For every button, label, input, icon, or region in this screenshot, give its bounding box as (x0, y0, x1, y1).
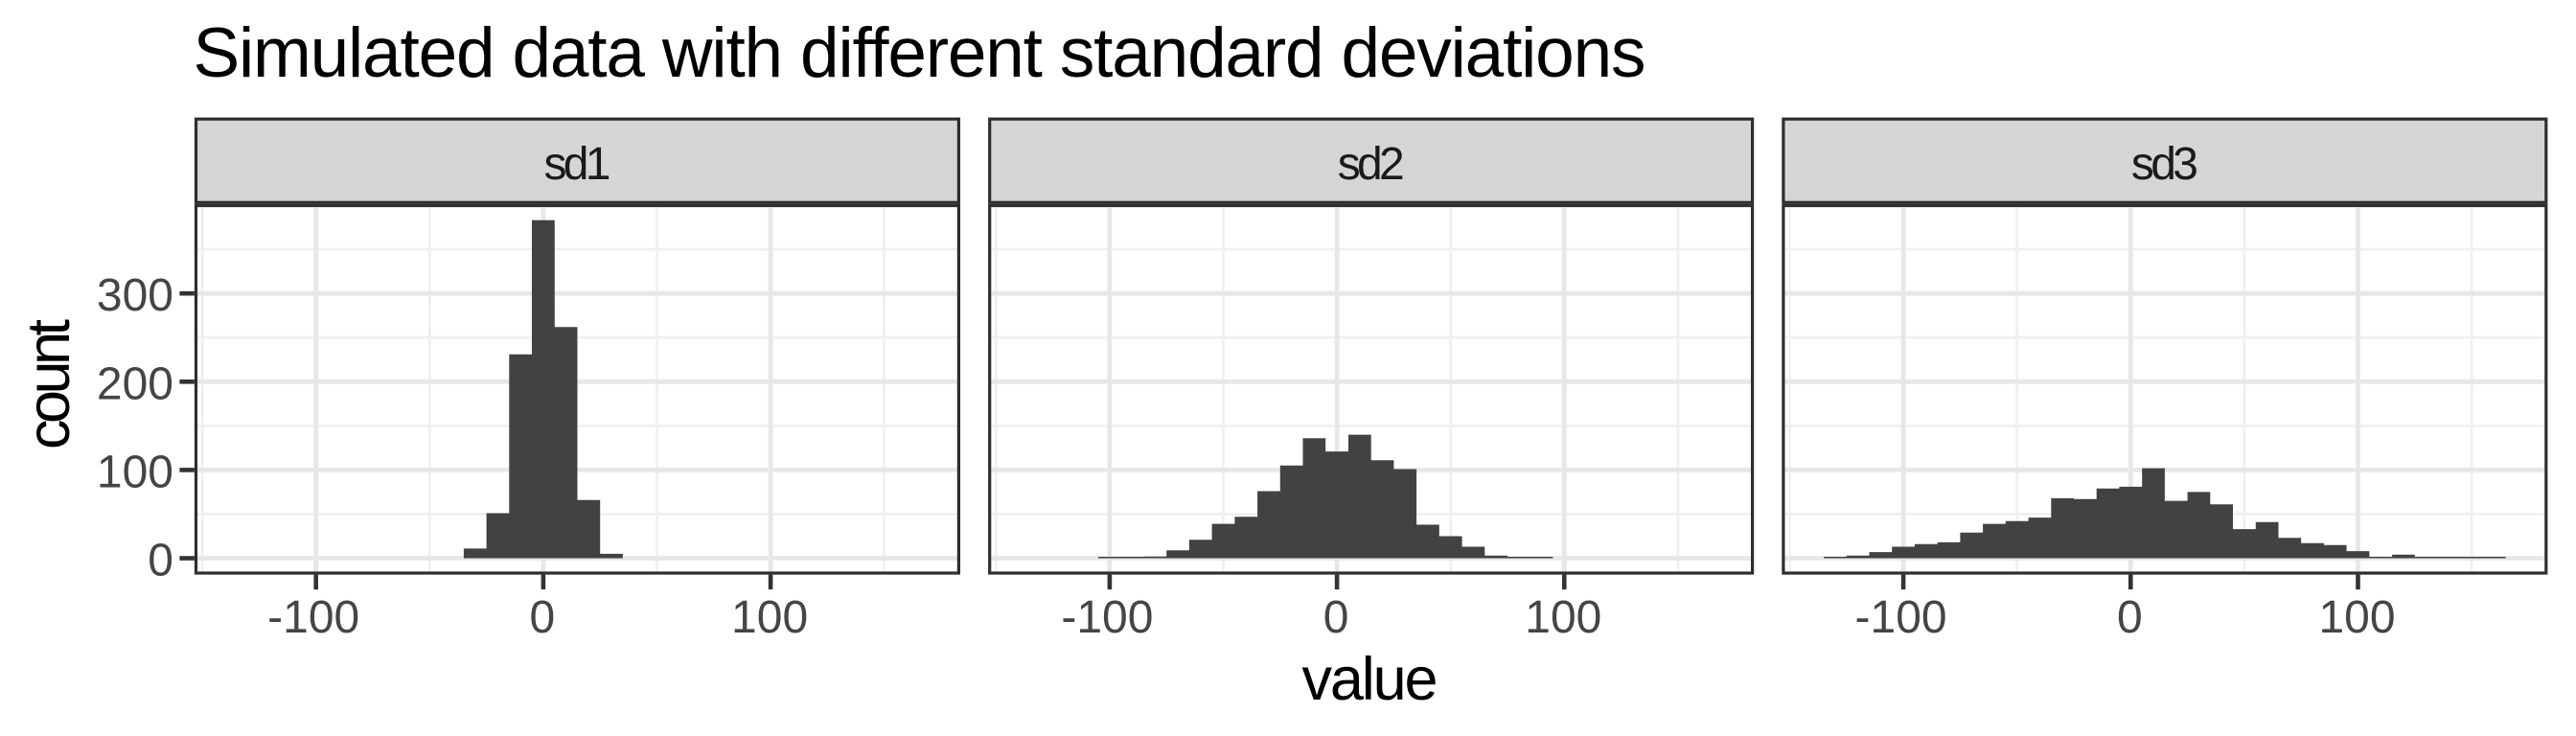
svg-text:300: 300 (97, 270, 173, 321)
svg-text:0: 0 (2117, 592, 2143, 643)
svg-text:200: 200 (97, 358, 173, 409)
svg-text:100: 100 (2318, 592, 2395, 643)
svg-text:value: value (1302, 646, 1438, 713)
svg-text:0: 0 (1323, 592, 1349, 643)
svg-text:0: 0 (530, 592, 556, 643)
svg-text:-100: -100 (1061, 592, 1153, 643)
svg-text:100: 100 (1525, 592, 1601, 643)
svg-text:100: 100 (97, 447, 173, 497)
svg-text:100: 100 (731, 592, 808, 643)
svg-text:sd2: sd2 (1338, 139, 1405, 190)
svg-text:-100: -100 (1855, 592, 1947, 643)
svg-text:0: 0 (148, 536, 173, 586)
svg-text:count: count (15, 319, 82, 449)
svg-text:Simulated data with different: Simulated data with different standard d… (194, 14, 1646, 92)
svg-text:-100: -100 (267, 592, 359, 643)
svg-text:sd1: sd1 (544, 139, 611, 190)
svg-text:sd3: sd3 (2131, 139, 2198, 190)
